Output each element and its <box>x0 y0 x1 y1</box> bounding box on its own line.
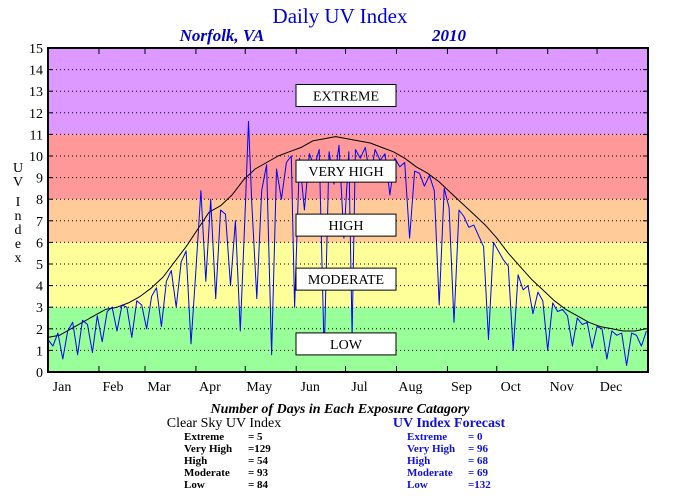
location-label: Norfolk, VA <box>179 26 265 45</box>
table-row-value: = 84 <box>248 479 269 491</box>
band-labels: LOW MODERATE HIGH VERY HIGH EXTREME <box>295 84 397 356</box>
plot-frame <box>47 47 649 373</box>
y-tick-label: 0 <box>36 366 43 381</box>
band-label-box <box>295 332 397 356</box>
band-label-box <box>295 213 397 237</box>
y-tick-label: 2 <box>36 323 43 338</box>
y-tick-label: 5 <box>36 258 43 273</box>
band-label-box <box>295 267 397 291</box>
table-row-value: = 0 <box>468 431 483 443</box>
table-row-value: = 54 <box>248 455 269 467</box>
y-tick-label: 15 <box>29 42 43 57</box>
table-row-value: = 96 <box>468 443 489 455</box>
table-row-value: = 93 <box>248 467 269 479</box>
table-row-value: = 68 <box>468 455 489 467</box>
table-row-label: Moderate <box>407 467 453 479</box>
band-label: HIGH <box>329 219 364 234</box>
table-row-label: Low <box>184 479 205 491</box>
x-axis-ticks: Jan Feb Mar Apr May Jun Jul Aug Sep Oct Nov Dec <box>47 48 623 395</box>
forecast-table-header: UV Index Forecast <box>393 416 506 431</box>
table-row-label: Extreme <box>407 431 447 443</box>
forecast-table: Extreme = 0 Very High = 96 High = 68 Mod… <box>407 431 491 491</box>
year-label: 2010 <box>431 26 467 45</box>
y-tick-label: 10 <box>29 150 43 165</box>
grid-lines <box>48 69 648 351</box>
table-row-label: Very High <box>184 443 232 455</box>
x-tick-label: Feb <box>102 380 123 395</box>
clear-sky-series-line <box>47 136 647 338</box>
table-row-label: High <box>184 455 207 467</box>
x-tick-label: Aug <box>398 380 422 395</box>
data-series <box>47 120 647 366</box>
y-tick-label: 9 <box>36 172 43 187</box>
table-row-label: Moderate <box>184 467 230 479</box>
chart-title: Daily UV Index <box>273 4 408 28</box>
x-tick-label: Sep <box>451 380 472 395</box>
table-row-value: =132 <box>468 479 491 491</box>
clear-sky-table: Extreme = 5 Very High =129 High = 54 Mod… <box>184 431 271 491</box>
band-label: VERY HIGH <box>308 165 383 180</box>
x-tick-label: May <box>246 380 272 395</box>
x-tick-label: Dec <box>600 380 623 395</box>
table-row-value: = 69 <box>468 467 489 479</box>
band-label: LOW <box>330 338 363 353</box>
y-tick-label: 11 <box>30 128 43 143</box>
band-label-box <box>295 84 397 108</box>
x-tick-label: Apr <box>199 380 221 395</box>
x-tick-label: Jul <box>351 380 367 395</box>
table-row-label: Very High <box>407 443 455 455</box>
table-row-value: = 5 <box>248 431 263 443</box>
y-tick-label: 14 <box>29 64 43 79</box>
y-tick-label: 13 <box>29 85 43 100</box>
y-tick-label: 4 <box>36 280 43 295</box>
y-tick-label: 7 <box>36 215 43 230</box>
y-tick-label: 6 <box>36 236 43 251</box>
x-tick-label: Mar <box>147 380 171 395</box>
x-tick-label: Jun <box>300 380 319 395</box>
table-row-label: Low <box>407 479 428 491</box>
band-label: MODERATE <box>308 273 384 288</box>
clear-sky-table-header: Clear Sky UV Index <box>167 416 281 431</box>
y-tick-label: 3 <box>36 301 43 316</box>
table-row-label: High <box>407 455 430 467</box>
y-tick-label: 12 <box>29 107 43 122</box>
table-row-label: Extreme <box>184 431 224 443</box>
band-label: EXTREME <box>313 90 379 105</box>
table-row-value: =129 <box>248 443 271 455</box>
forecast-series-line <box>47 120 647 366</box>
x-tick-label: Jan <box>53 380 72 395</box>
x-tick-label: Nov <box>550 380 574 395</box>
band-label-box <box>295 159 397 183</box>
x-tick-label: Oct <box>501 380 521 395</box>
caption: Number of Days in Each Exposure Catagory <box>209 402 470 417</box>
y-tick-label: 1 <box>36 344 43 359</box>
y-tick-label: 8 <box>36 193 43 208</box>
